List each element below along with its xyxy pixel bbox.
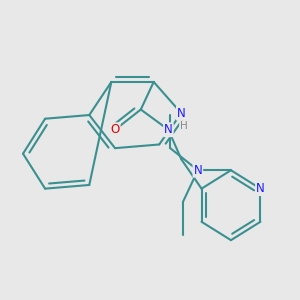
- Text: N: N: [177, 107, 186, 120]
- Text: O: O: [110, 123, 120, 136]
- Text: H: H: [180, 121, 188, 131]
- Text: N: N: [256, 182, 265, 195]
- Text: N: N: [164, 123, 173, 136]
- Text: N: N: [194, 164, 202, 177]
